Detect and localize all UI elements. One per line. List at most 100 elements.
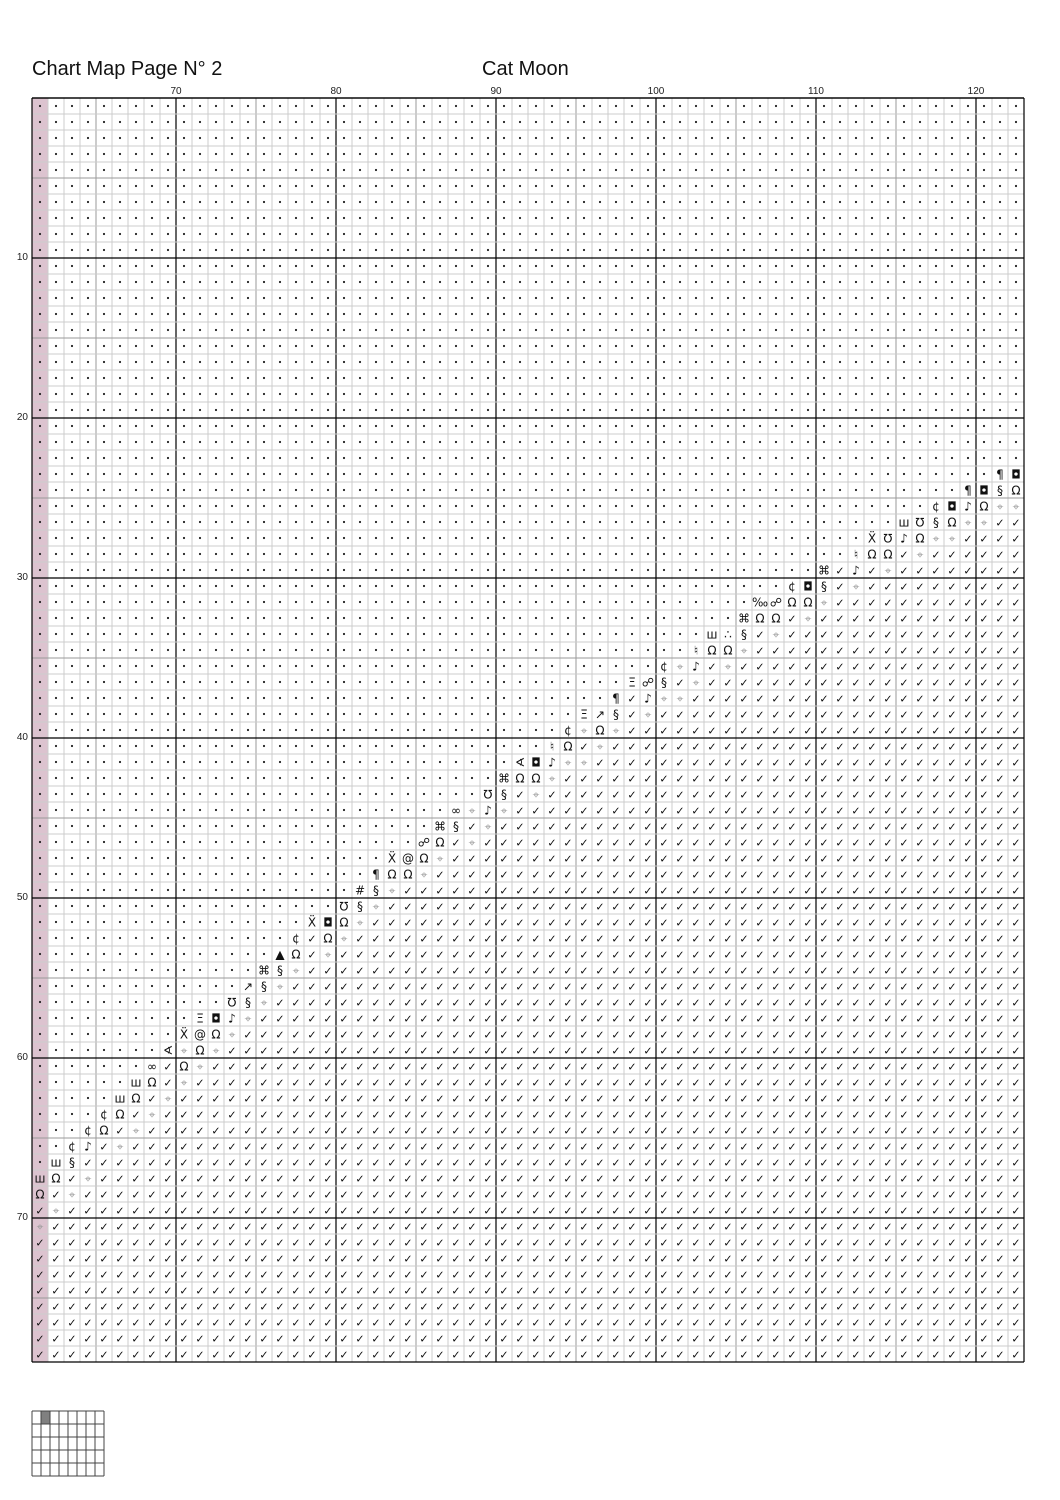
empty-stitch-dot xyxy=(326,216,330,220)
empty-stitch-dot xyxy=(486,712,490,716)
stitch-symbol: ✓ xyxy=(595,1333,604,1346)
empty-stitch-dot xyxy=(582,504,586,508)
empty-stitch-dot xyxy=(550,696,554,700)
stitch-symbol: ✓ xyxy=(691,949,700,962)
stitch-symbol: ✓ xyxy=(339,1077,348,1090)
empty-stitch-dot xyxy=(518,184,522,188)
stitch-symbol: ✓ xyxy=(371,1125,380,1138)
empty-stitch-dot xyxy=(70,120,74,124)
empty-stitch-dot xyxy=(630,328,634,332)
empty-stitch-dot xyxy=(278,104,282,108)
stitch-symbol: ✓ xyxy=(947,1269,956,1282)
empty-stitch-dot xyxy=(470,680,474,684)
empty-stitch-dot xyxy=(262,840,266,844)
stitch-symbol: ⌖ xyxy=(933,532,940,546)
stitch-symbol: ✓ xyxy=(563,1093,572,1106)
stitch-symbol: ✓ xyxy=(723,1061,732,1074)
stitch-symbol: ✓ xyxy=(291,1045,300,1058)
stitch-symbol: ✓ xyxy=(483,1269,492,1282)
stitch-symbol: ✓ xyxy=(803,1093,812,1106)
empty-stitch-dot xyxy=(102,1000,106,1004)
stitch-symbol: ✓ xyxy=(883,821,892,834)
stitch-symbol: ✓ xyxy=(419,1285,428,1298)
stitch-symbol: ✓ xyxy=(803,885,812,898)
empty-stitch-dot xyxy=(838,520,842,524)
stitch-symbol: ✓ xyxy=(819,1221,828,1234)
empty-stitch-dot xyxy=(806,296,810,300)
empty-stitch-dot xyxy=(102,872,106,876)
empty-stitch-dot xyxy=(934,344,938,348)
stitch-symbol: ✓ xyxy=(931,709,940,722)
empty-stitch-dot xyxy=(742,264,746,268)
stitch-symbol: ✓ xyxy=(467,821,476,834)
empty-stitch-dot xyxy=(838,104,842,108)
empty-stitch-dot xyxy=(198,760,202,764)
stitch-symbol: ✓ xyxy=(739,1173,748,1186)
empty-stitch-dot xyxy=(646,216,650,220)
stitch-symbol: ✓ xyxy=(435,1157,444,1170)
stitch-symbol: ✓ xyxy=(771,645,780,658)
stitch-symbol: ✓ xyxy=(355,981,364,994)
stitch-symbol: ✓ xyxy=(723,1253,732,1266)
stitch-symbol: ✓ xyxy=(499,853,508,866)
empty-stitch-dot xyxy=(774,184,778,188)
stitch-symbol: ✓ xyxy=(691,1221,700,1234)
stitch-symbol: ✓ xyxy=(819,1045,828,1058)
stitch-symbol: ✓ xyxy=(435,1349,444,1362)
stitch-symbol: ✓ xyxy=(819,741,828,754)
empty-stitch-dot xyxy=(358,440,362,444)
stitch-symbol: ✓ xyxy=(627,821,636,834)
empty-stitch-dot xyxy=(534,568,538,572)
stitch-symbol: ✓ xyxy=(627,1013,636,1026)
empty-stitch-dot xyxy=(294,760,298,764)
empty-stitch-dot xyxy=(262,712,266,716)
stitch-symbol: ✓ xyxy=(835,1285,844,1298)
stitch-symbol: ✓ xyxy=(899,901,908,914)
empty-stitch-dot xyxy=(102,168,106,172)
empty-stitch-dot xyxy=(86,536,90,540)
stitch-symbol: ✓ xyxy=(931,725,940,738)
empty-stitch-dot xyxy=(166,616,170,620)
empty-stitch-dot xyxy=(406,296,410,300)
empty-stitch-dot xyxy=(166,664,170,668)
stitch-symbol: ✓ xyxy=(291,1253,300,1266)
empty-stitch-dot xyxy=(806,216,810,220)
empty-stitch-dot xyxy=(902,376,906,380)
stitch-symbol: ✓ xyxy=(739,677,748,690)
stitch-symbol: ✓ xyxy=(627,949,636,962)
stitch-symbol: ✓ xyxy=(307,1157,316,1170)
empty-stitch-dot xyxy=(550,232,554,236)
empty-stitch-dot xyxy=(598,600,602,604)
empty-stitch-dot xyxy=(54,152,58,156)
stitch-symbol: ✓ xyxy=(979,837,988,850)
stitch-symbol: ✓ xyxy=(451,981,460,994)
stitch-symbol: ✓ xyxy=(339,1125,348,1138)
empty-stitch-dot xyxy=(518,504,522,508)
stitch-symbol: ✓ xyxy=(627,1077,636,1090)
empty-stitch-dot xyxy=(774,456,778,460)
stitch-symbol: ✓ xyxy=(499,949,508,962)
empty-stitch-dot xyxy=(406,184,410,188)
empty-stitch-dot xyxy=(294,344,298,348)
stitch-symbol: ✓ xyxy=(819,965,828,978)
empty-stitch-dot xyxy=(470,584,474,588)
empty-stitch-dot xyxy=(838,216,842,220)
stitch-symbol: ✓ xyxy=(707,1333,716,1346)
empty-stitch-dot xyxy=(502,600,506,604)
empty-stitch-dot xyxy=(54,568,58,572)
empty-stitch-dot xyxy=(486,696,490,700)
empty-stitch-dot xyxy=(470,520,474,524)
stitch-symbol: ✓ xyxy=(851,1045,860,1058)
empty-stitch-dot xyxy=(598,536,602,540)
empty-stitch-dot xyxy=(406,728,410,732)
empty-stitch-dot xyxy=(198,312,202,316)
empty-stitch-dot xyxy=(918,104,922,108)
stitch-symbol: ✓ xyxy=(947,661,956,674)
stitch-symbol: ✓ xyxy=(499,821,508,834)
empty-stitch-dot xyxy=(838,536,842,540)
empty-stitch-dot xyxy=(518,136,522,140)
stitch-symbol: ✓ xyxy=(1011,1221,1020,1234)
empty-stitch-dot xyxy=(822,328,826,332)
stitch-symbol: ✓ xyxy=(739,1013,748,1026)
stitch-symbol: ✓ xyxy=(339,1061,348,1074)
